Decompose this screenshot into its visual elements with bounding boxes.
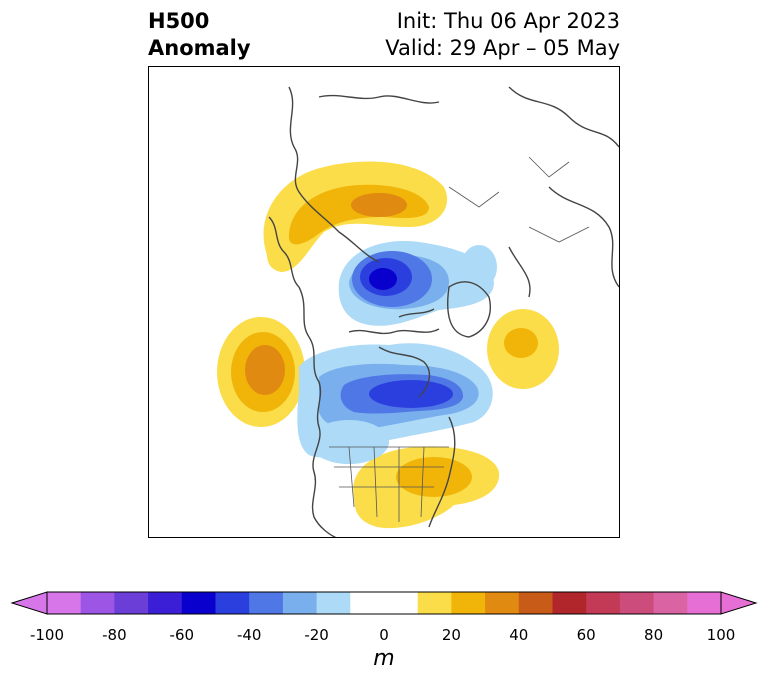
colorbar-tick-label: -100 xyxy=(29,626,65,644)
colorbar-over-arrow xyxy=(720,591,758,615)
coastlines xyxy=(268,86,619,537)
negative-anomaly-fringe-north xyxy=(461,245,497,289)
anomaly-map-svg xyxy=(217,86,619,537)
colorbar-segment xyxy=(687,592,722,614)
colorbar-tick-label: -60 xyxy=(169,626,195,644)
colorbar-segment xyxy=(518,592,553,614)
valid-date: Valid: 29 Apr – 05 May xyxy=(385,36,620,60)
colorbar-segments xyxy=(47,592,722,614)
positive-anomaly-siberia xyxy=(263,161,448,272)
colorbar-segment xyxy=(215,592,250,614)
colorbar-segment xyxy=(451,592,486,614)
colorbar-tick-label: 40 xyxy=(509,626,529,644)
colorbar-segment xyxy=(249,592,284,614)
colorbar-segment xyxy=(586,592,621,614)
positive-anomaly-pacific xyxy=(217,317,305,427)
colorbar-segment xyxy=(552,592,587,614)
init-date: Init: Thu 06 Apr 2023 xyxy=(396,9,620,33)
colorbar-tick-label: 0 xyxy=(379,626,389,644)
colorbar-tick-label: 60 xyxy=(576,626,596,644)
negative-anomaly-fringe-west xyxy=(309,420,389,464)
colorbar xyxy=(10,591,758,615)
colorbar-segment xyxy=(282,592,318,614)
map-title: H500 Anomaly xyxy=(148,8,251,62)
colorbar-units: m xyxy=(373,646,395,671)
colorbar-tick-label: -20 xyxy=(304,626,329,644)
colorbar-segment xyxy=(80,592,115,614)
colorbar-tick-label: 20 xyxy=(441,626,461,644)
colorbar-segment xyxy=(384,592,419,614)
positive-anomaly-atlantic xyxy=(487,309,559,389)
colorbar-tick-label: -80 xyxy=(102,626,127,644)
colorbar-under-arrow xyxy=(10,591,48,615)
colorbar-segment xyxy=(47,592,82,614)
colorbar-tick-label: 80 xyxy=(644,626,664,644)
colorbar-tick-label: -40 xyxy=(236,626,262,644)
colorbar-segment xyxy=(316,592,351,614)
colorbar-tick-label: 100 xyxy=(706,626,736,644)
colorbar-segment xyxy=(619,592,655,614)
colorbar-segment xyxy=(417,592,452,614)
title-line-1: H500 xyxy=(148,9,210,33)
state-borders xyxy=(329,156,590,522)
colorbar-segment xyxy=(114,592,149,614)
map-dates: Init: Thu 06 Apr 2023 Valid: 29 Apr – 05… xyxy=(385,8,620,62)
anomaly-map xyxy=(148,66,620,538)
colorbar-outline xyxy=(46,591,722,615)
negative-anomaly-arctic xyxy=(338,241,494,326)
colorbar-segment xyxy=(653,592,688,614)
colorbar-segment xyxy=(485,592,520,614)
colorbar-segment xyxy=(148,592,183,614)
colorbar-segment xyxy=(350,592,385,614)
colorbar-segment xyxy=(181,592,216,614)
title-line-2: Anomaly xyxy=(148,36,251,60)
